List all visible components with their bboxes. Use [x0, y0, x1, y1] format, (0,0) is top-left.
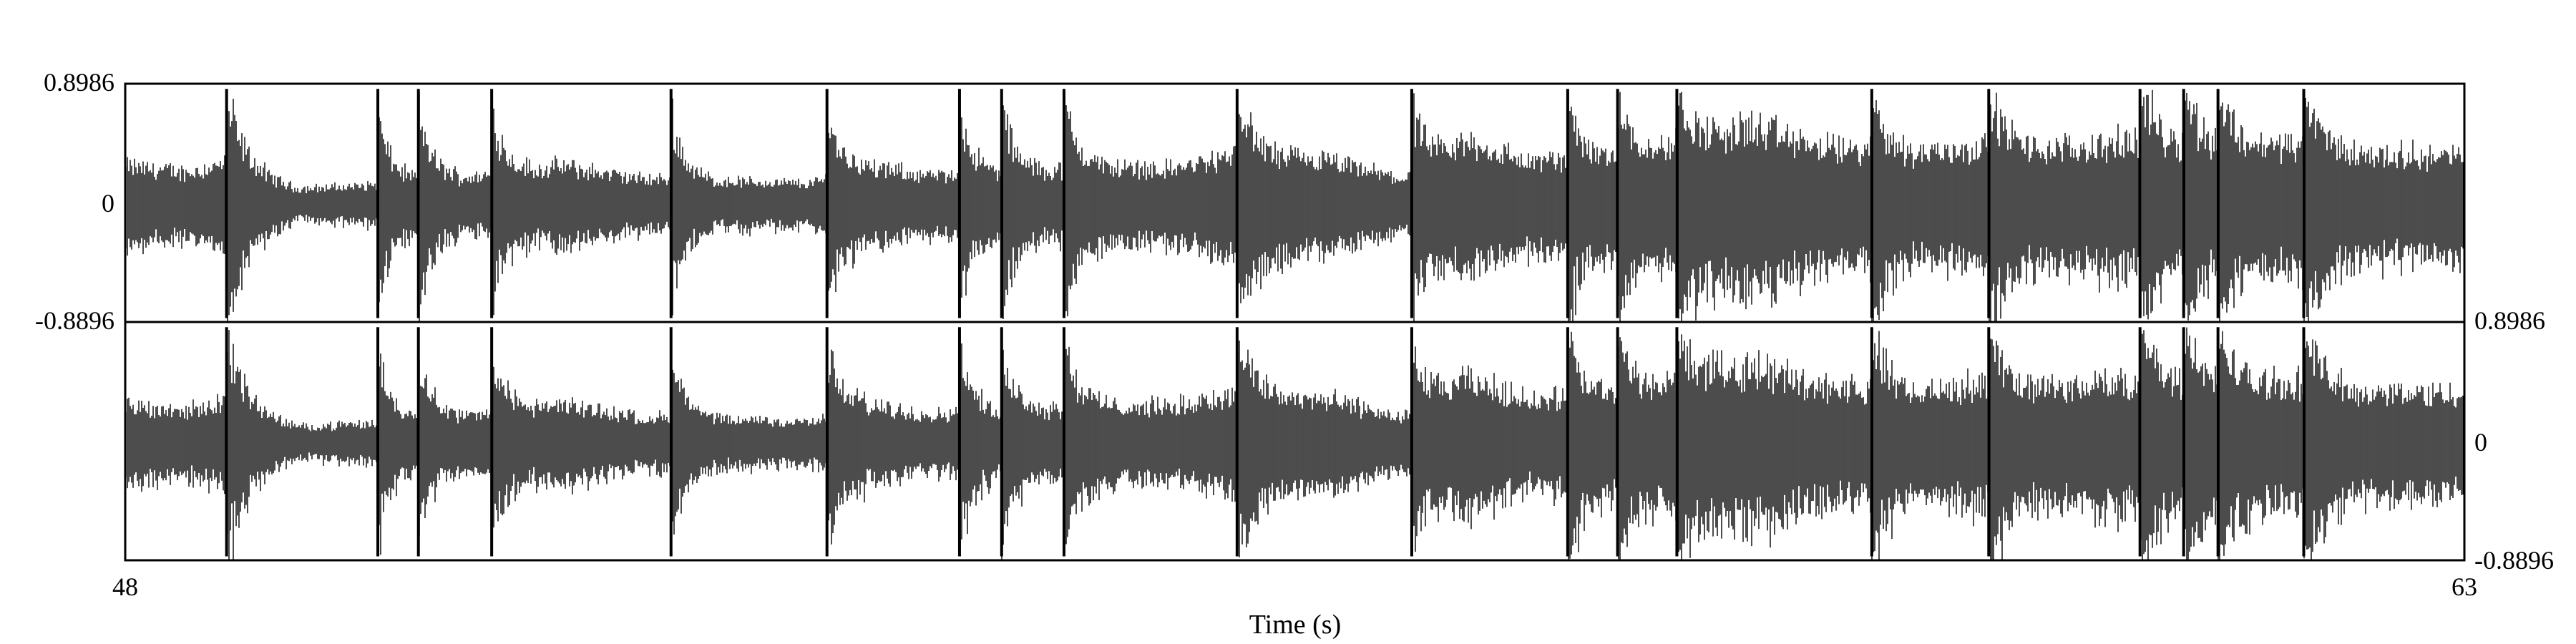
channel-1-plot	[125, 89, 2464, 322]
x-axis-title: Time (s)	[1249, 610, 1341, 640]
ch2-y-tick-top: 0.8986	[2474, 306, 2545, 335]
ch2-y-tick-zero: 0	[2474, 428, 2487, 457]
x-tick-start: 48	[112, 572, 138, 601]
ch1-y-tick-bottom: -0.8896	[35, 306, 114, 335]
ch2-y-tick-bottom: -0.8896	[2474, 546, 2554, 575]
ch1-y-tick-top: 0.8986	[44, 68, 114, 97]
ch1-y-tick-zero: 0	[102, 189, 114, 218]
x-tick-end: 63	[2451, 572, 2477, 601]
channel-2-plot	[125, 327, 2464, 560]
